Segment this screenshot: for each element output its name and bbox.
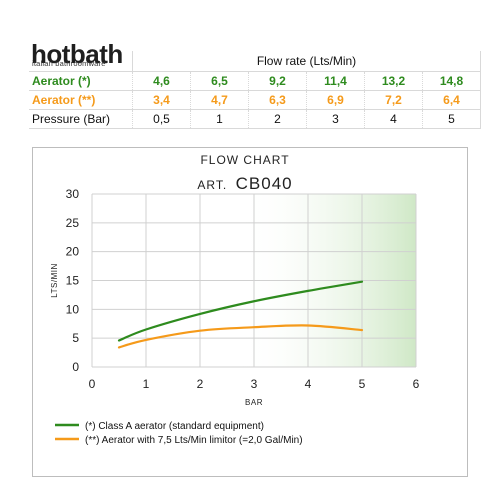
flow-chart-panel: FLOW CHART ART. CB040 0 5 10 15 20 25 30 0 1 2 3 4 5… <box>32 147 468 477</box>
table-cell: 1 <box>190 109 249 129</box>
series-line-1 <box>117 280 364 342</box>
row-label: Aerator (*) <box>29 71 133 91</box>
x-tick-label: 4 <box>305 377 312 391</box>
x-tick-label: 0 <box>89 377 96 391</box>
row-label: Aerator (**) <box>29 90 133 110</box>
table-cell: 4,7 <box>190 90 249 110</box>
table-cell: 6,3 <box>248 90 307 110</box>
y-tick-label: 15 <box>66 274 80 288</box>
table-cell: 7,2 <box>364 90 423 110</box>
legend-label: (**) Aerator with 7,5 Lts/Min limitor (=… <box>85 435 303 446</box>
table-cell: 9,2 <box>248 71 307 91</box>
x-tick-label: 1 <box>143 377 150 391</box>
chart-ticks: 0 5 10 15 20 25 30 0 1 2 3 4 5 6 <box>66 187 420 391</box>
table-corner-cell <box>29 51 133 72</box>
x-tick-label: 6 <box>413 377 420 391</box>
table-header-row: Flow rate (Lts/Min) <box>29 51 481 72</box>
chart-subtitle-prefix: ART. <box>197 178 227 192</box>
table-cell: 0,5 <box>132 109 191 129</box>
table-cell: 4,6 <box>132 71 191 91</box>
table-cell: 6,4 <box>422 90 481 110</box>
x-tick-label: 2 <box>197 377 204 391</box>
chart-subtitle: ART. CB040 <box>197 174 292 193</box>
table-cell: 11,4 <box>306 71 365 91</box>
chart-legend: (*) Class A aerator (standard equipment)… <box>55 421 303 446</box>
table-cell: 3 <box>306 109 365 129</box>
flow-rate-header: Flow rate (Lts/Min) <box>132 51 481 72</box>
y-tick-label: 5 <box>72 331 79 345</box>
y-tick-label: 0 <box>72 360 79 374</box>
table-cell: 6,5 <box>190 71 249 91</box>
y-tick-label: 25 <box>66 216 80 230</box>
table-cell: 3,4 <box>132 90 191 110</box>
table-cell: 4 <box>364 109 423 129</box>
series-line-2 <box>117 324 364 349</box>
table-row: Aerator (**) 3,4 4,7 6,3 6,9 7,2 6,4 <box>29 90 481 110</box>
row-label: Pressure (Bar) <box>29 109 133 129</box>
x-axis-label: BAR <box>245 398 263 407</box>
table-row: Pressure (Bar) 0,5 1 2 3 4 5 <box>29 109 481 129</box>
table-cell: 2 <box>248 109 307 129</box>
y-tick-label: 10 <box>66 302 80 316</box>
y-tick-label: 20 <box>66 245 80 259</box>
chart-title: FLOW CHART <box>200 153 289 167</box>
x-tick-label: 5 <box>359 377 366 391</box>
y-axis-label: LTS/MIN <box>50 263 59 297</box>
legend-label: (*) Class A aerator (standard equipment) <box>85 421 264 432</box>
y-tick-label: 30 <box>66 187 80 201</box>
table-cell: 5 <box>422 109 481 129</box>
table-row: Aerator (*) 4,6 6,5 9,2 11,4 13,2 14,8 <box>29 71 481 91</box>
table-cell: 14,8 <box>422 71 481 91</box>
chart-subtitle-code: CB040 <box>236 174 293 193</box>
chart-grid <box>91 193 417 368</box>
flow-chart: FLOW CHART ART. CB040 0 5 10 15 20 25 30 0 1 2 3 4 5… <box>50 153 420 446</box>
table-cell: 6,9 <box>306 90 365 110</box>
chart-series <box>117 280 364 349</box>
table-cell: 13,2 <box>364 71 423 91</box>
flow-rate-table: Flow rate (Lts/Min) Aerator (*) 4,6 6,5 … <box>29 51 481 129</box>
x-tick-label: 3 <box>251 377 258 391</box>
